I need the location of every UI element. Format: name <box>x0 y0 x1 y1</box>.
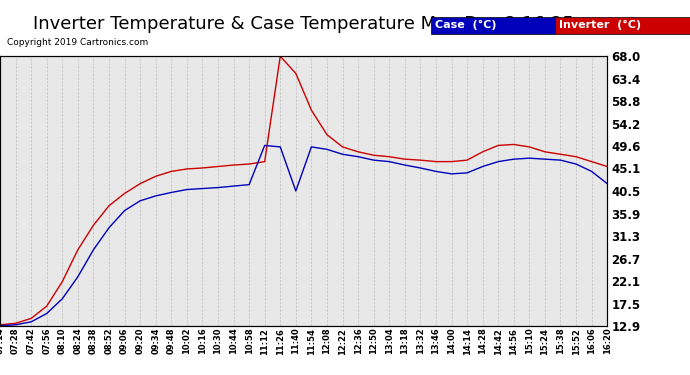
Text: Inverter Temperature & Case Temperature Mon Dec 2 16:25: Inverter Temperature & Case Temperature … <box>33 15 574 33</box>
Text: Case  (°C): Case (°C) <box>435 20 496 30</box>
Text: Inverter  (°C): Inverter (°C) <box>559 20 641 30</box>
Text: Copyright 2019 Cartronics.com: Copyright 2019 Cartronics.com <box>7 38 148 47</box>
